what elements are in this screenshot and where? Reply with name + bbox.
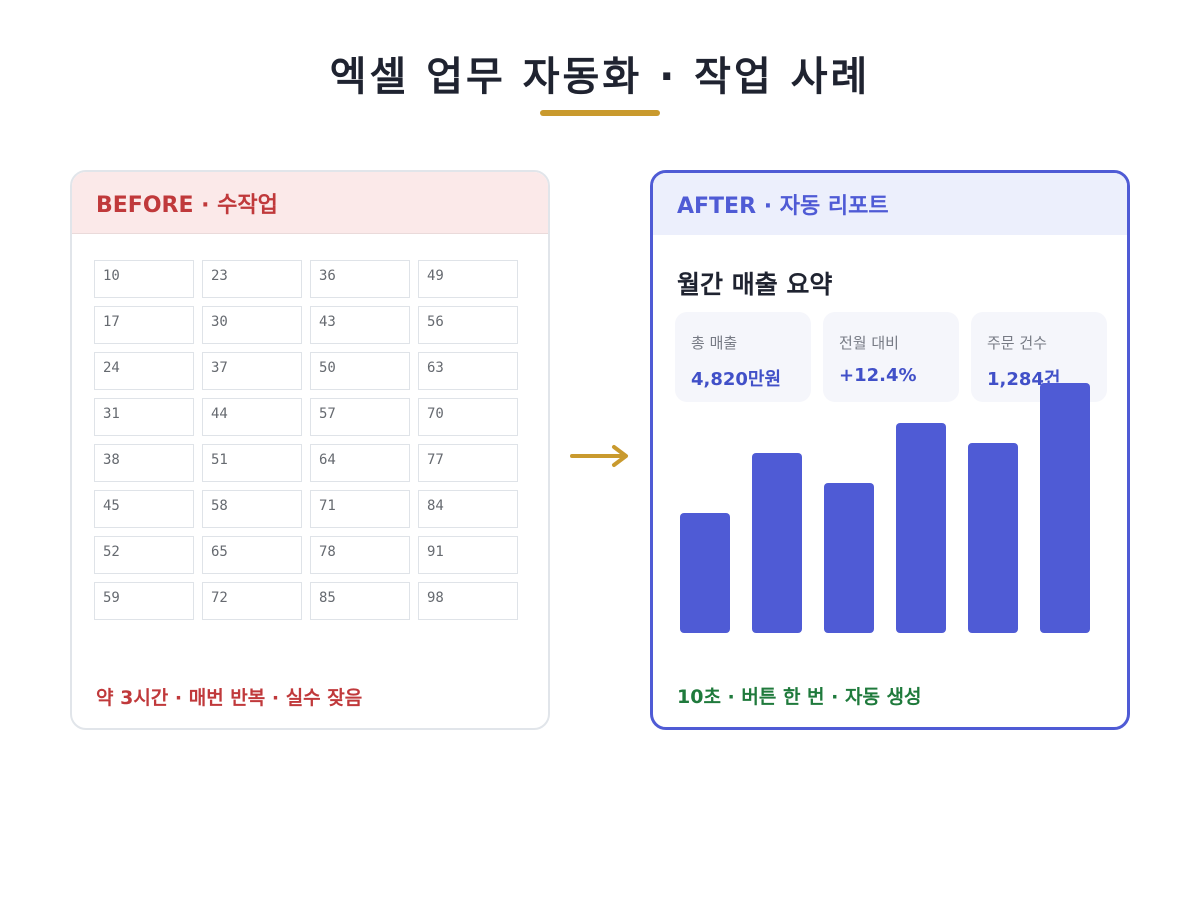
grid-cell: 23 [202, 260, 302, 298]
before-footer: 약 3시간 · 매번 반복 · 실수 잦음 [96, 687, 363, 709]
grid-cell: 58 [202, 490, 302, 528]
kpi-label: 전월 대비 [839, 334, 899, 352]
chart-bar [896, 423, 946, 633]
kpi-value: 4,820만원 [691, 369, 782, 390]
grid-cell: 57 [310, 398, 410, 436]
grid-cell: 71 [310, 490, 410, 528]
after-panel-header: AFTER · 자동 리포트 [653, 173, 1127, 235]
grid-cell: 63 [418, 352, 518, 390]
grid-cell: 72 [202, 582, 302, 620]
kpi-value: +12.4% [839, 365, 917, 386]
grid-cell: 31 [94, 398, 194, 436]
grid-cell: 49 [418, 260, 518, 298]
page-title: 엑셀 업무 자동화 · 작업 사례 [329, 54, 871, 100]
kpi-card-total-sales: 총 매출 4,820만원 [675, 312, 811, 402]
grid-cell: 85 [310, 582, 410, 620]
after-panel: AFTER · 자동 리포트 월간 매출 요약 총 매출 4,820만원 전월 … [650, 170, 1130, 730]
chart-bar [680, 513, 730, 633]
grid-cell: 91 [418, 536, 518, 574]
chart-bar [752, 453, 802, 633]
grid-cell: 84 [418, 490, 518, 528]
chart-bar [968, 443, 1018, 633]
grid-cell: 77 [418, 444, 518, 482]
title-underline [540, 110, 660, 116]
kpi-label: 총 매출 [691, 334, 738, 352]
grid-cell: 52 [94, 536, 194, 574]
chart-bar [1040, 383, 1090, 633]
grid-cell: 37 [202, 352, 302, 390]
grid-cell: 10 [94, 260, 194, 298]
sales-bar-chart [680, 383, 1090, 633]
grid-cell: 44 [202, 398, 302, 436]
grid-cell: 78 [310, 536, 410, 574]
grid-cell: 24 [94, 352, 194, 390]
grid-cell: 30 [202, 306, 302, 344]
grid-cell: 65 [202, 536, 302, 574]
before-panel-header: BEFORE · 수작업 [72, 172, 548, 234]
grid-cell: 36 [310, 260, 410, 298]
grid-cell: 59 [94, 582, 194, 620]
grid-cell: 38 [94, 444, 194, 482]
grid-cell: 64 [310, 444, 410, 482]
grid-cell: 51 [202, 444, 302, 482]
grid-cell: 45 [94, 490, 194, 528]
grid-cell: 17 [94, 306, 194, 344]
grid-cell: 98 [418, 582, 518, 620]
kpi-label: 주문 건수 [987, 334, 1047, 352]
before-panel: BEFORE · 수작업 10 23 36 49 17 30 43 56 24 37 50 63 31 4… [70, 170, 550, 730]
grid-cell: 43 [310, 306, 410, 344]
kpi-row: 총 매출 4,820만원 전월 대비 +12.4% 주문 건수 1,284건 [675, 312, 1107, 402]
summary-title: 월간 매출 요약 [677, 270, 833, 299]
right-arrow-icon [570, 445, 628, 467]
chart-bar [824, 483, 874, 633]
grid-cell: 56 [418, 306, 518, 344]
grid-cell: 70 [418, 398, 518, 436]
kpi-card-mom-change: 전월 대비 +12.4% [823, 312, 959, 402]
grid-cell: 50 [310, 352, 410, 390]
spreadsheet-grid: 10 23 36 49 17 30 43 56 24 37 50 63 31 44 57 70 38 51 64 77… [94, 260, 524, 620]
after-footer: 10초 · 버튼 한 번 · 자동 생성 [677, 686, 922, 708]
